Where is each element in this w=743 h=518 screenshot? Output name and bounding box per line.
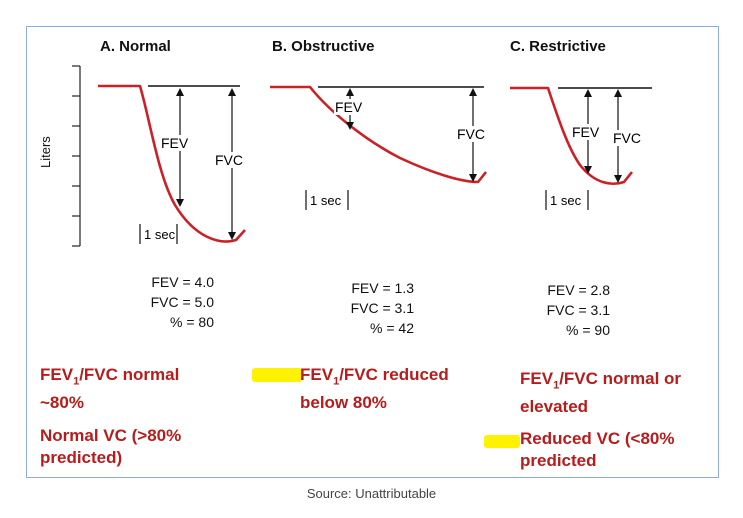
panel-b-note-ratio-line2: below 80% — [300, 393, 387, 413]
panel-b-fvc-label: FVC — [456, 126, 486, 142]
y-axis-label: Liters — [38, 136, 53, 168]
panel-c-note-vc: Reduced VC (<80% predicted — [520, 428, 674, 472]
panel-a-fev-label: FEV — [160, 135, 190, 151]
panel-b-obstructive — [270, 85, 488, 210]
panel-a-fvc-label: FVC — [214, 152, 244, 168]
panel-c-sec-label: 1 sec — [550, 193, 582, 208]
source-caption: Source: Unattributable — [306, 486, 437, 501]
panel-c-fvc-value: FVC = 3.1 — [546, 302, 610, 318]
panel-a-curve — [98, 84, 246, 243]
panel-c-title: C. Restrictive — [510, 38, 606, 55]
panel-c-fvc-label: FVC — [612, 130, 642, 146]
panel-b-stats: FEV = 1.3 FVC = 3.1 % = 42 — [334, 278, 414, 338]
panel-a-title: A. Normal — [100, 38, 171, 55]
panel-a-note-ratio-line2: ~80% — [40, 393, 84, 413]
panel-c-restrictive — [510, 86, 652, 210]
panel-c-curve — [510, 86, 634, 186]
panel-c-note-ratio-line2: elevated — [520, 397, 589, 417]
panel-c-note-ratio: FEV1/FVC normal or elevated — [520, 368, 681, 418]
panel-c-pct-value: % = 90 — [566, 322, 610, 338]
panel-a-fvc-value: FVC = 5.0 — [150, 294, 214, 310]
panel-c-stats: FEV = 2.8 FVC = 3.1 % = 90 — [530, 280, 610, 340]
panel-a-note-ratio-line1: FEV1/FVC normal — [40, 365, 180, 388]
panel-c-note-vc-line1: Reduced VC (<80% — [520, 429, 675, 448]
panel-a-sec-label: 1 sec — [144, 227, 176, 242]
panel-c-fev-value: FEV = 2.8 — [547, 282, 610, 298]
panel-a-note-vc-line2: predicted) — [40, 448, 123, 467]
panel-a-note-ratio: FEV1/FVC normal ~80% — [40, 364, 179, 414]
panel-a-pct-value: % = 80 — [170, 314, 214, 330]
panel-c-note-vc-line2: predicted — [520, 451, 597, 470]
panel-b-fev-label: FEV — [334, 99, 364, 115]
panel-b-note-ratio: FEV1/FVC reduced below 80% — [300, 364, 449, 414]
panel-b-note-ratio-line1: FEV1/FVC reduced — [300, 365, 449, 388]
panel-b-title: B. Obstructive — [272, 38, 375, 55]
panel-a-fev-value: FEV = 4.0 — [151, 274, 214, 290]
highlight-mark-b — [252, 368, 302, 382]
panel-c-fev-label: FEV — [571, 124, 601, 140]
panel-b-pct-value: % = 42 — [370, 320, 414, 336]
panel-a-note-vc-line1: Normal VC (>80% — [40, 426, 182, 445]
panel-b-sec-label: 1 sec — [310, 193, 342, 208]
panel-b-curve — [270, 85, 488, 184]
panel-a-stats: FEV = 4.0 FVC = 5.0 % = 80 — [134, 272, 214, 332]
highlight-mark-c — [484, 435, 520, 448]
figure-frame — [26, 26, 719, 478]
y-axis — [72, 65, 81, 247]
panel-a-normal — [98, 84, 246, 244]
panel-a-note-vc: Normal VC (>80% predicted) — [40, 425, 181, 469]
panel-c-note-ratio-line1: FEV1/FVC normal or — [520, 369, 682, 392]
panel-b-fvc-value: FVC = 3.1 — [350, 300, 414, 316]
panel-b-fev-value: FEV = 1.3 — [351, 280, 414, 296]
